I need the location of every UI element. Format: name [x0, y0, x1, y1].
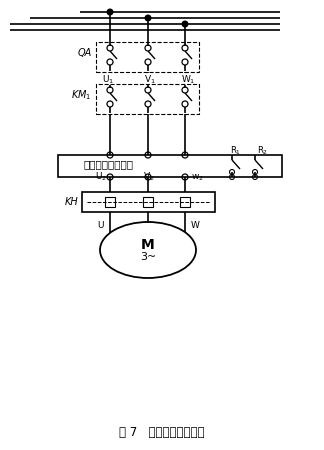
- Text: 电动机软启动装置: 电动机软启动装置: [83, 159, 133, 169]
- Text: U: U: [98, 221, 104, 230]
- Circle shape: [145, 15, 151, 21]
- Circle shape: [107, 9, 113, 15]
- Bar: [143, 197, 153, 207]
- Bar: [96, 84, 199, 114]
- Text: KH: KH: [64, 197, 78, 207]
- Text: M: M: [141, 238, 155, 252]
- Text: R$_1$: R$_1$: [230, 144, 241, 157]
- Text: 3~: 3~: [140, 252, 156, 262]
- Text: W$_1$: W$_1$: [181, 74, 195, 86]
- Text: V$_2$: V$_2$: [143, 171, 155, 183]
- Bar: [96, 42, 199, 72]
- Bar: [82, 192, 215, 212]
- Ellipse shape: [100, 222, 196, 278]
- Text: U$_2$: U$_2$: [95, 171, 107, 183]
- Bar: [58, 155, 282, 177]
- Text: V: V: [145, 221, 151, 230]
- Text: 图 7   不带旁路的一次图: 图 7 不带旁路的一次图: [119, 426, 205, 438]
- Text: W: W: [191, 221, 200, 230]
- Text: V$_1$: V$_1$: [144, 74, 156, 86]
- Text: R$_2$: R$_2$: [257, 144, 268, 157]
- Text: KM$_1$: KM$_1$: [72, 88, 92, 102]
- Bar: [180, 197, 190, 207]
- Circle shape: [182, 21, 188, 27]
- Text: w$_2$: w$_2$: [191, 172, 204, 183]
- Bar: [58, 155, 253, 177]
- Text: U$_1$: U$_1$: [102, 74, 114, 86]
- Text: QA: QA: [78, 48, 92, 58]
- Bar: [105, 197, 115, 207]
